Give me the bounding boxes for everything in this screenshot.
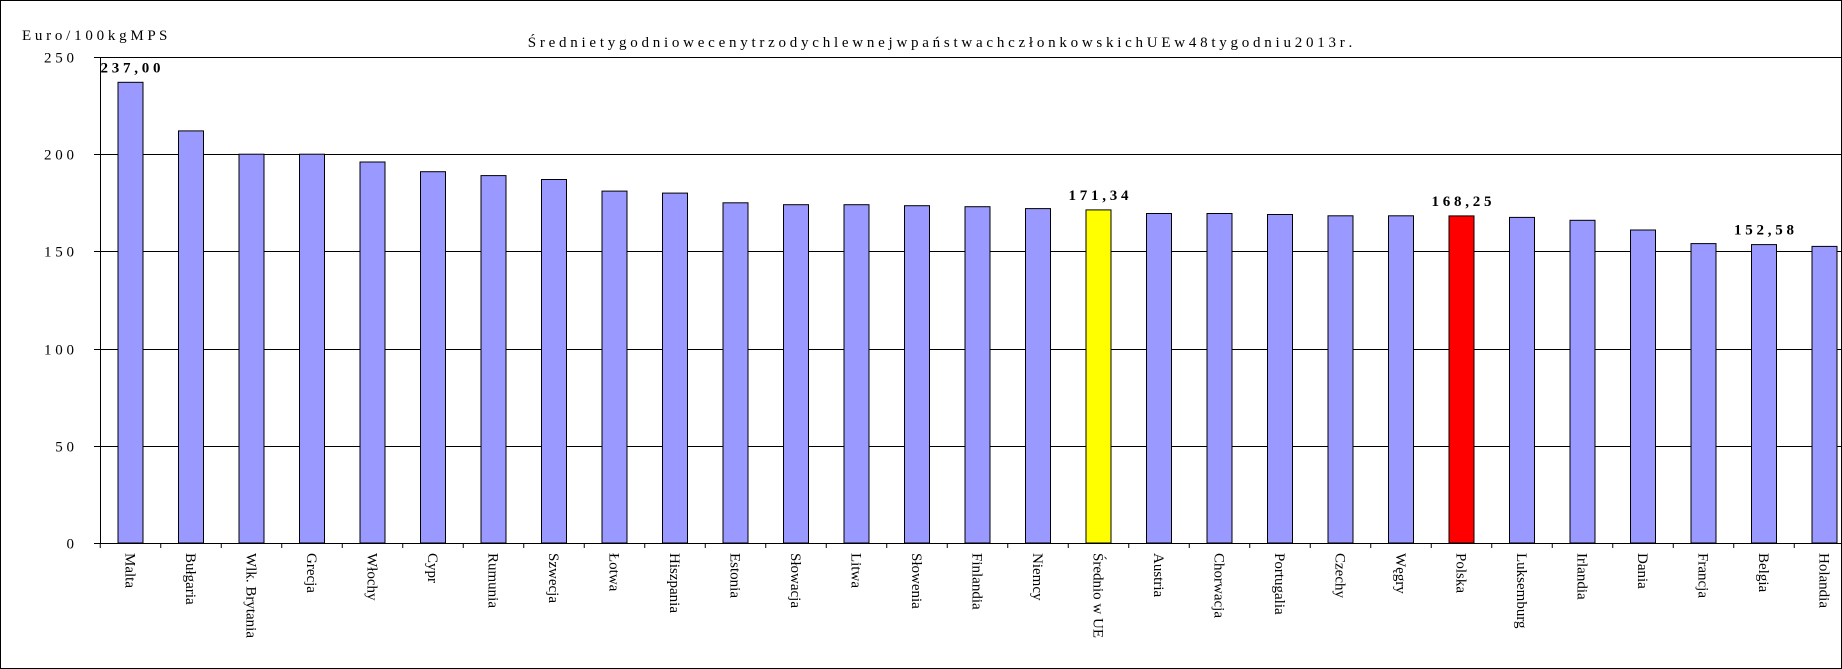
y-tick-label: 1 0 0 xyxy=(44,343,74,359)
x-tick-label: Austria xyxy=(1150,553,1166,598)
bar xyxy=(1206,213,1233,544)
x-tick-label: Węgry xyxy=(1392,553,1408,594)
bar xyxy=(662,192,688,544)
x-tick-label: Łotwa xyxy=(606,553,622,592)
bar xyxy=(601,190,628,544)
x-tick-label: Czechy xyxy=(1332,553,1348,598)
bar xyxy=(117,81,144,544)
x-tick-label: Irlandia xyxy=(1574,553,1590,600)
x-tick-label: Estonia xyxy=(727,553,743,598)
bar xyxy=(420,171,446,544)
x-tick-label: Średnio w UE xyxy=(1090,553,1107,638)
x-tick-label: Chorwacja xyxy=(1211,553,1227,618)
bar xyxy=(1327,215,1354,544)
bar xyxy=(783,204,809,544)
y-tick-label: 2 0 0 xyxy=(44,148,74,164)
bar xyxy=(843,204,870,544)
bar xyxy=(1146,213,1172,544)
bar xyxy=(299,153,325,544)
bar xyxy=(1569,219,1596,544)
bar xyxy=(541,179,567,544)
y-tick-label: 0 xyxy=(67,537,75,553)
x-tick-label: Grecja xyxy=(303,553,319,593)
y-axis-label: E u r o / 1 0 0 k g M P S xyxy=(22,28,167,44)
bar xyxy=(359,161,386,544)
y-tick-labels: 0 5 0 1 0 0 1 5 0 2 0 0 2 5 0 xyxy=(44,51,74,553)
x-tick-label: Hiszpania xyxy=(666,553,682,613)
x-tick-label: Słowenia xyxy=(908,553,924,609)
bar xyxy=(1267,214,1293,544)
x-tick-labels: Malta Bułgaria Wlk. Brytania Grecja Włochy Cy… xyxy=(122,553,1832,638)
bar xyxy=(1811,245,1838,544)
x-tick-label: Rumunia xyxy=(485,553,501,608)
bar xyxy=(1630,229,1656,544)
bar xyxy=(178,130,204,544)
x-tick-label: Szwecja xyxy=(545,553,561,603)
x-tick-label: Niemcy xyxy=(1029,553,1045,601)
x-tick-label: Holandia xyxy=(1816,553,1832,608)
data-label: 1 6 8 , 2 5 xyxy=(1432,194,1492,210)
bar xyxy=(480,175,507,544)
bar xyxy=(964,206,991,544)
bar xyxy=(1751,244,1777,544)
x-tick-label: Malta xyxy=(122,553,138,588)
bar xyxy=(238,153,265,544)
data-label: 2 3 7 , 0 0 xyxy=(101,60,161,76)
bar xyxy=(1388,215,1414,544)
bar xyxy=(1025,208,1051,544)
chart-title: Ś r e d n i e t y g o d n i o w e c e n … xyxy=(528,34,1352,51)
bar xyxy=(904,205,930,544)
bar xyxy=(1085,209,1112,544)
data-label: 1 5 2 , 5 8 xyxy=(1734,223,1794,239)
bar xyxy=(1448,215,1475,544)
x-tick-label: Belgia xyxy=(1755,553,1771,592)
data-label: 1 7 1 , 3 4 xyxy=(1069,188,1130,204)
x-tick-label: Wlk. Brytania xyxy=(243,553,259,638)
x-tick-label: Portugalia xyxy=(1271,553,1287,615)
x-tick-label: Luksemburg xyxy=(1513,553,1529,629)
x-tick-label: Włochy xyxy=(364,553,380,601)
data-labels: 2 3 7 , 0 0 1 7 1 , 3 4 1 6 8 , 2 5 1 5 2 ,… xyxy=(101,60,1795,238)
x-tick-label: Słowacja xyxy=(787,553,803,608)
x-tick-label: Polska xyxy=(1453,553,1469,593)
y-tick-label: 1 5 0 xyxy=(44,245,74,261)
x-tick-label: Cypr xyxy=(424,553,440,583)
y-tick-label: 5 0 xyxy=(55,440,74,456)
axes xyxy=(94,57,1842,548)
x-tick-label: Bułgaria xyxy=(182,553,198,605)
x-tick-label: Finlandia xyxy=(969,553,985,610)
bar xyxy=(1690,243,1717,544)
bars xyxy=(117,81,1838,544)
bar xyxy=(722,202,749,544)
y-tick-label: 2 5 0 xyxy=(44,51,74,67)
bar xyxy=(1509,216,1535,544)
x-tick-label: Dania xyxy=(1634,553,1650,589)
x-tick-label: Litwa xyxy=(848,553,864,588)
x-tick-label: Francja xyxy=(1695,553,1711,598)
